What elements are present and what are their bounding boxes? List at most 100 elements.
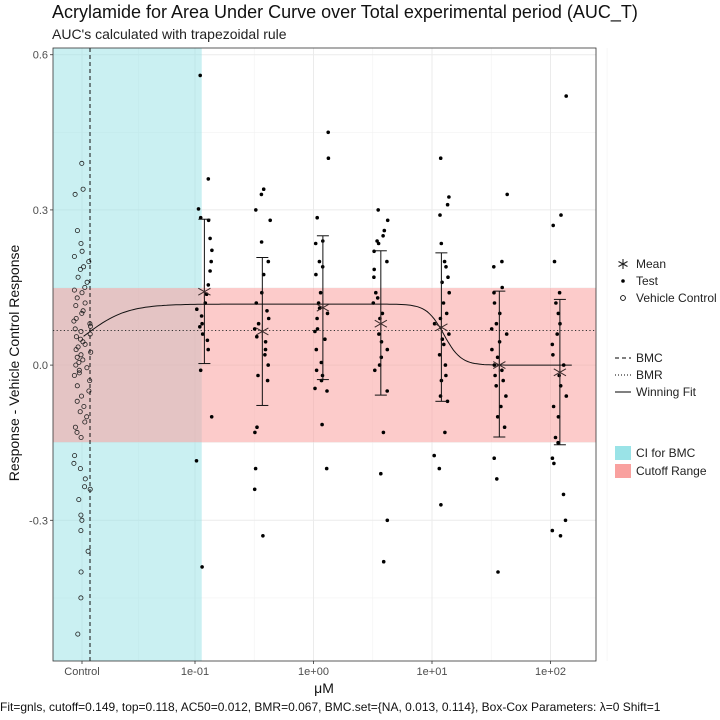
vehicle-control-point: [88, 323, 94, 329]
mean-asterisk: [374, 316, 388, 331]
test-point: [314, 272, 318, 277]
x-tick-label: Control: [64, 666, 99, 678]
vehicle-control-point: [82, 419, 88, 425]
test-point: [553, 435, 558, 440]
vehicle-control-point: [71, 460, 77, 466]
test-point: [263, 340, 268, 344]
vehicle-control-point: [81, 403, 87, 409]
test-point: [551, 404, 556, 409]
test-point: [444, 311, 449, 316]
test-point: [265, 309, 269, 313]
cutoff-swatch-color: [615, 464, 631, 478]
vehicle-control-point: [77, 266, 83, 272]
test-point: [432, 453, 437, 458]
test-point: [194, 459, 199, 463]
test-point: [371, 301, 376, 305]
test-point: [326, 156, 331, 160]
test-point: [315, 327, 320, 331]
test-point: [447, 290, 452, 295]
test-point: [438, 156, 443, 160]
test-point: [313, 329, 317, 334]
test-point: [372, 267, 377, 272]
fit-summary-footer: Fit=gnls, cutoff=0.149, top=0.118, AC50=…: [0, 700, 661, 714]
test-point: [200, 321, 204, 326]
test-point: [380, 311, 385, 316]
vehicle-control-point: [74, 383, 80, 389]
test-point: [432, 321, 437, 326]
test-point: [254, 301, 259, 305]
test-point: [195, 307, 199, 312]
test-point: [209, 259, 213, 264]
vehicle-control-point: [78, 328, 84, 334]
test-point: [550, 528, 555, 533]
open-circle-icon: [612, 289, 634, 306]
test-point: [259, 192, 264, 197]
test-point: [200, 332, 205, 336]
legend-item-ci-for-bmc: CI for BMC: [612, 444, 707, 462]
test-point: [492, 363, 497, 367]
test-point: [492, 290, 496, 295]
legend-shapes: Mean Test Vehicle Control: [612, 255, 717, 306]
vehicle-control-point: [78, 512, 84, 518]
test-point: [564, 394, 569, 398]
vehicle-control-point: [85, 548, 91, 554]
legend-item-bmr: BMR: [612, 366, 696, 383]
test-point: [375, 296, 380, 300]
test-point: [552, 461, 556, 466]
test-point: [317, 259, 322, 264]
test-point: [563, 518, 568, 523]
test-point: [443, 363, 448, 367]
test-point: [314, 368, 319, 373]
test-point: [489, 327, 494, 331]
vehicle-control-point: [74, 398, 80, 404]
test-point: [561, 492, 566, 497]
legend-lines: BMC BMR Winning Fit: [612, 349, 696, 400]
legend-label-mean: Mean: [636, 256, 667, 271]
test-point: [443, 430, 447, 435]
chart-title: Acrylamide for Area Under Curve over Tot…: [52, 2, 638, 22]
vehicle-control-point: [78, 528, 84, 534]
vehicle-control-point: [74, 228, 80, 234]
test-point: [260, 290, 264, 295]
test-point: [376, 208, 381, 212]
test-point: [206, 177, 211, 181]
vehicle-control-point: [79, 393, 85, 399]
mean-asterisk: [255, 324, 269, 339]
test-point: [500, 259, 504, 264]
test-point: [318, 290, 323, 295]
test-point: [325, 311, 330, 316]
test-point: [381, 234, 385, 238]
test-point: [501, 378, 506, 383]
test-point: [261, 534, 265, 538]
test-point: [379, 471, 383, 476]
test-point: [495, 415, 500, 419]
test-point: [438, 213, 442, 217]
test-point: [254, 334, 259, 339]
vehicle-control-point: [71, 287, 77, 293]
test-point: [206, 347, 210, 352]
test-point: [447, 195, 451, 199]
test-point: [550, 456, 555, 461]
test-point: [556, 311, 561, 316]
y-tick-label: -0.3: [29, 515, 48, 527]
test-point: [263, 353, 267, 357]
test-point: [499, 404, 503, 409]
test-point: [319, 360, 324, 365]
x-tick-label: 1e+02: [535, 666, 566, 678]
test-point: [551, 223, 555, 228]
vehicle-control-point: [71, 318, 77, 324]
vehicle-control-point: [73, 303, 79, 309]
vehicle-control-point: [78, 595, 84, 601]
legend-label-cutoff-range: Cutoff Range: [636, 464, 707, 478]
vehicle-control-point: [82, 484, 88, 490]
legend-label-vehicle-control: Vehicle Control: [636, 290, 717, 305]
test-point: [325, 389, 329, 393]
test-point: [495, 355, 500, 360]
y-tick-label: 0.3: [33, 205, 48, 217]
test-point: [442, 259, 447, 264]
chart-subtitle: AUC's calculated with trapezoidal rule: [52, 26, 287, 42]
test-point: [554, 301, 558, 305]
test-point: [564, 94, 568, 98]
vehicle-control-point: [76, 367, 82, 373]
cutoff-swatch: [612, 463, 634, 480]
